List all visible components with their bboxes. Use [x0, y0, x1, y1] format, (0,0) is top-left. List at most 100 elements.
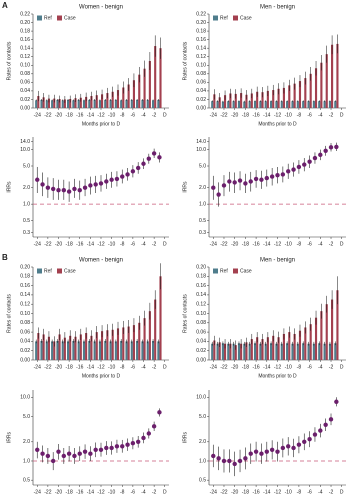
point	[61, 453, 67, 459]
y-tick-label: 0.10	[196, 63, 206, 69]
x-tick-label: -16	[76, 112, 83, 118]
bar	[35, 341, 38, 360]
bar	[63, 99, 66, 108]
bar	[58, 99, 61, 108]
point	[216, 192, 221, 197]
y-tick-label: 0.00	[20, 357, 30, 363]
bar	[77, 341, 80, 360]
point	[269, 447, 275, 452]
bar	[232, 343, 235, 360]
y-tick-label: 10.0	[20, 395, 30, 401]
point	[307, 159, 312, 164]
y-tick-label: 5.0	[23, 163, 30, 169]
bar	[37, 96, 40, 108]
bar	[261, 92, 264, 108]
x-tick-label: -14	[87, 241, 94, 247]
point	[307, 436, 312, 442]
point	[264, 175, 269, 181]
x-tick-label: -14	[87, 364, 94, 370]
bar	[237, 343, 241, 360]
y-tick-label: 1.0	[199, 201, 206, 207]
x-tick-label: -20	[231, 112, 238, 118]
point	[135, 439, 141, 445]
point	[237, 178, 243, 183]
x-axis-label: Months prior to D	[258, 121, 297, 127]
y-tick-label: 0.12	[196, 54, 206, 60]
bar	[218, 97, 221, 108]
bar	[69, 99, 72, 108]
bar	[298, 330, 302, 360]
point	[318, 152, 323, 158]
bar	[277, 337, 280, 360]
y-tick-label: 0.5	[23, 218, 30, 224]
bar	[237, 101, 241, 108]
y-tick-label: 0.20	[196, 20, 206, 26]
x-tick-label: -18	[66, 241, 73, 247]
bar	[272, 90, 275, 108]
bar	[63, 337, 66, 360]
x-tick-label: D	[340, 489, 344, 495]
x-axis-label: Months prior to D	[82, 121, 121, 127]
bar	[58, 334, 61, 360]
panel-label: A	[2, 1, 8, 10]
x-tick-label: -4	[318, 112, 323, 118]
point	[35, 177, 40, 182]
x-tick-label: -10	[108, 241, 115, 247]
y-tick-label: 2.0	[23, 185, 30, 191]
point	[275, 449, 280, 454]
bar	[320, 311, 323, 360]
bar	[240, 93, 243, 108]
point	[248, 451, 253, 456]
x-tick-label: -18	[242, 112, 249, 118]
legend-swatch	[57, 15, 62, 21]
chart-title: Women - benign	[79, 258, 123, 264]
x-tick-label: -16	[76, 364, 83, 370]
bar	[216, 343, 219, 360]
y-tick-label: 1.0	[199, 458, 206, 464]
bar	[67, 341, 70, 360]
x-tick-label: D	[340, 241, 344, 247]
x-tick-label: -20	[55, 364, 62, 370]
point	[151, 424, 157, 429]
x-tick-label: -16	[252, 364, 259, 370]
bar	[95, 95, 98, 108]
y-tick-label: 0.06	[196, 80, 206, 86]
bar	[122, 327, 125, 360]
x-axis-label: Months prior to D	[82, 373, 121, 379]
bar	[272, 335, 275, 360]
x-tick-label: -20	[55, 112, 62, 118]
point	[328, 417, 334, 422]
bar	[138, 74, 141, 108]
bar	[277, 88, 280, 108]
x-tick-label: -14	[87, 112, 94, 118]
bar	[243, 101, 246, 108]
point	[232, 461, 237, 467]
x-tick-label: -6	[131, 112, 136, 118]
bar	[298, 81, 302, 108]
point	[280, 445, 286, 451]
y-tick-label: 5.0	[199, 414, 206, 420]
bar	[51, 341, 54, 360]
bar	[259, 343, 262, 360]
bar	[40, 99, 43, 108]
bar	[56, 99, 59, 108]
point	[93, 182, 98, 187]
point	[88, 451, 93, 456]
x-tick-label: -2	[152, 112, 157, 118]
x-tick-label: -24	[210, 489, 217, 495]
bar	[248, 101, 251, 108]
x-tick-label: -2	[329, 489, 334, 495]
point	[72, 453, 77, 459]
bar	[148, 61, 151, 108]
bar	[318, 343, 321, 360]
x-tick-label: -14	[87, 489, 94, 495]
bar	[146, 341, 149, 360]
x-tick-label: -12	[274, 364, 281, 370]
bar	[234, 93, 237, 108]
bar	[101, 94, 104, 108]
bar	[136, 340, 139, 360]
x-tick-label: -10	[108, 112, 115, 118]
bar	[216, 101, 219, 108]
bar	[259, 101, 262, 108]
